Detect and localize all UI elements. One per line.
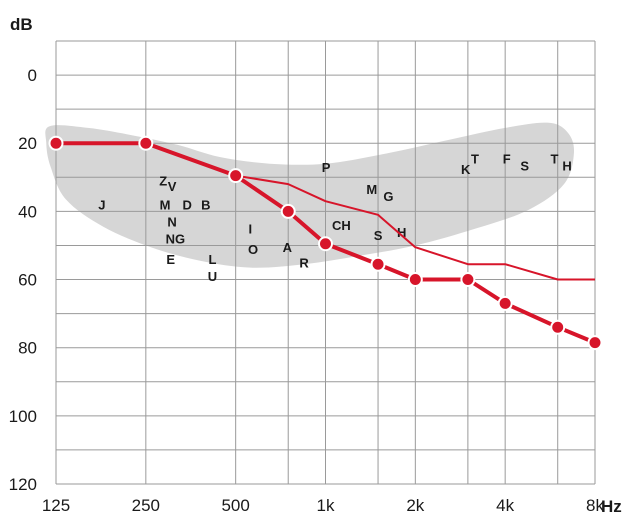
- speech-sound-label: S: [374, 228, 383, 243]
- speech-sound-label: J: [98, 198, 105, 213]
- speech-sound-label: T: [471, 152, 479, 167]
- threshold-point: [138, 135, 154, 151]
- y-tick-label: 40: [18, 202, 37, 221]
- x-tick-label: 500: [221, 496, 249, 515]
- speech-sound-label: E: [166, 252, 175, 267]
- y-tick-label: 100: [9, 407, 37, 426]
- speech-sound-label: H: [397, 225, 406, 240]
- speech-sound-label: S: [520, 158, 529, 173]
- threshold-point: [587, 335, 603, 351]
- threshold-point: [497, 295, 513, 311]
- threshold-point: [460, 272, 476, 288]
- x-axis-unit-label: Hz: [601, 497, 622, 516]
- x-tick-label: 250: [132, 496, 160, 515]
- speech-sound-label: D: [183, 198, 192, 213]
- x-tick-label: 8k: [586, 496, 604, 515]
- x-tick-label: 1k: [317, 496, 335, 515]
- speech-sound-label: A: [283, 240, 293, 255]
- speech-sound-label: F: [503, 152, 511, 167]
- y-tick-label: 80: [18, 339, 37, 358]
- speech-sound-label: P: [322, 160, 331, 175]
- x-tick-label: 125: [42, 496, 70, 515]
- speech-sound-label: T: [550, 152, 558, 167]
- threshold-point: [407, 272, 423, 288]
- speech-sound-label: N: [167, 215, 176, 230]
- y-tick-label: 60: [18, 271, 37, 290]
- threshold-point: [228, 168, 244, 184]
- speech-sound-label: B: [201, 198, 210, 213]
- x-tick-label: 2k: [406, 496, 424, 515]
- threshold-point: [318, 236, 333, 252]
- speech-sound-label: G: [383, 189, 393, 204]
- speech-sound-label: L: [208, 252, 216, 267]
- threshold-point: [280, 203, 296, 219]
- x-tick-label: 4k: [496, 496, 514, 515]
- speech-sound-label: Z: [159, 174, 167, 189]
- threshold-point: [48, 135, 64, 151]
- speech-sound-label: O: [248, 242, 258, 257]
- speech-sound-label: U: [208, 269, 217, 284]
- speech-sound-label: V: [168, 179, 177, 194]
- threshold-point: [550, 319, 566, 335]
- speech-sound-label: M: [366, 182, 377, 197]
- speech-sound-label: K: [461, 162, 471, 177]
- speech-sound-label: NG: [166, 232, 186, 247]
- speech-sound-label: H: [562, 158, 571, 173]
- secondary-line: [235, 174, 595, 281]
- y-tick-label: 20: [18, 134, 37, 153]
- speech-sound-label: CH: [332, 218, 351, 233]
- speech-sound-label: R: [299, 256, 309, 271]
- speech-banana-area: [45, 122, 575, 268]
- speech-sound-label: I: [249, 221, 253, 236]
- y-axis-unit-label: dB: [10, 15, 33, 34]
- speech-sound-label: M: [160, 198, 171, 213]
- y-tick-label: 0: [28, 66, 37, 85]
- threshold-point: [370, 256, 386, 272]
- y-tick-label: 120: [9, 475, 37, 494]
